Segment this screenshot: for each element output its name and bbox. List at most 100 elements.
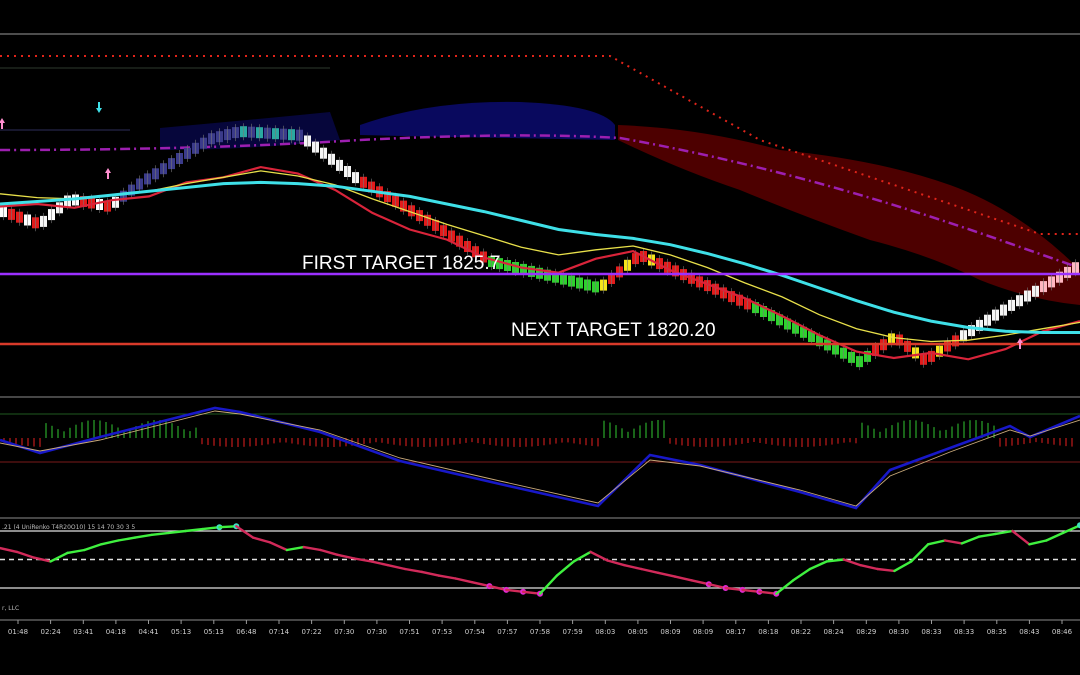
oscillator-segment xyxy=(150,531,171,536)
oscillator-segment xyxy=(437,574,457,580)
red-cloud xyxy=(618,125,1080,305)
dashdot-line xyxy=(0,134,1080,270)
oscillator-segment xyxy=(640,567,660,574)
oscillator-segment xyxy=(167,529,187,535)
oscillator-segment xyxy=(1045,531,1065,542)
oscillator-segment xyxy=(977,532,997,538)
oscillator-segment xyxy=(656,571,677,578)
oscillator-segment xyxy=(285,545,305,552)
x-tick-label: 08:29 xyxy=(856,628,876,636)
x-tick-label: 08:33 xyxy=(954,628,974,636)
oscillator-segment xyxy=(32,556,52,563)
oscillator-segment xyxy=(268,541,289,552)
oscillator-segment xyxy=(336,553,356,560)
x-tick-label: 07:58 xyxy=(530,628,550,636)
extreme-dot xyxy=(1077,522,1080,529)
oscillator-segment xyxy=(859,564,879,571)
x-tick-label: 07:30 xyxy=(334,628,354,636)
oscillator-segment xyxy=(775,579,795,595)
x-tick-label: 05:13 xyxy=(204,628,224,636)
x-tick-label: 05:13 xyxy=(171,628,191,636)
x-tick-label: 06:48 xyxy=(236,628,256,636)
x-tick-label: 07:59 xyxy=(563,628,583,636)
oscillator-segment xyxy=(842,558,862,567)
x-tick-label: 08:03 xyxy=(595,628,615,636)
oscillator-segment xyxy=(555,560,575,577)
x-tick-label: 08:46 xyxy=(1052,628,1073,636)
oscillator-segment xyxy=(572,550,592,563)
oscillator-segment xyxy=(943,539,964,545)
oscillator-segment xyxy=(623,564,643,571)
oscillator-panel xyxy=(0,522,1080,597)
oscillator-segment xyxy=(876,567,896,573)
x-tick-label: 07:57 xyxy=(497,628,517,636)
next-target-label: NEXT TARGET 1820.20 xyxy=(511,320,716,341)
x-tick-label: 07:54 xyxy=(465,628,486,636)
x-tick-label: 08:09 xyxy=(693,628,713,636)
footer-fragment: r, LLC xyxy=(2,605,19,612)
x-tick-label: 08:22 xyxy=(791,628,811,636)
x-tick-label: 07:14 xyxy=(269,628,290,636)
x-tick-label: 04:41 xyxy=(138,628,158,636)
oscillator-header: .21 (4 UniRenko T4R20O10) 15 14 70 30 3 … xyxy=(2,524,135,531)
oscillator-segment xyxy=(0,546,19,554)
blue-cloud xyxy=(360,101,615,140)
x-tick-label: 08:43 xyxy=(1019,628,1039,636)
first-target-label: FIRST TARGET 1825.7 xyxy=(302,253,500,274)
oscillator-segment xyxy=(791,567,812,582)
oscillator-segment xyxy=(1061,524,1080,535)
oscillator-segment xyxy=(589,550,609,562)
up-arrow-icon xyxy=(105,168,111,179)
oscillator-segment xyxy=(386,564,407,571)
macd-panel xyxy=(0,406,1080,510)
x-tick-label: 07:22 xyxy=(302,628,322,636)
oscillator-segment xyxy=(133,533,154,539)
oscillator-segment xyxy=(319,548,339,556)
oscillator-segment xyxy=(538,574,559,595)
oscillator-segment xyxy=(66,548,86,555)
moving-average-line xyxy=(0,180,1080,334)
x-tick-label: 08:30 xyxy=(889,628,909,636)
up-arrow-icon xyxy=(1017,338,1023,349)
x-tick-label: 08:33 xyxy=(921,628,941,636)
oscillator-segment xyxy=(116,536,137,542)
oscillator-segment xyxy=(606,559,626,567)
oscillator-segment xyxy=(235,525,255,539)
oscillator-segment xyxy=(49,551,69,563)
oscillator-segment xyxy=(910,543,930,563)
x-tick-label: 07:30 xyxy=(367,628,387,636)
oscillator-segment xyxy=(994,529,1014,536)
moving-average-lines xyxy=(0,165,1080,361)
oscillator-segment xyxy=(808,560,829,571)
x-tick-label: 07:51 xyxy=(399,628,419,636)
oscillator-segment xyxy=(454,577,474,584)
oscillator-segment xyxy=(83,543,103,552)
oscillator-segment xyxy=(184,527,204,533)
oscillator-segment xyxy=(302,545,322,552)
oscillator-segment xyxy=(1011,529,1031,546)
x-axis: 01:48 02:24 03:41 04:18 04:41 05:13 05:13 06:48… xyxy=(8,620,1073,636)
oscillator-segment xyxy=(673,575,694,582)
x-tick-label: 08:05 xyxy=(628,628,648,636)
x-tick-label: 08:09 xyxy=(660,628,680,636)
oscillator-segment xyxy=(403,567,424,574)
up-arrow-icon xyxy=(0,118,5,129)
oscillator-segment xyxy=(100,539,120,546)
signal-line xyxy=(0,410,1080,507)
x-tick-label: 08:17 xyxy=(726,628,746,636)
oscillator-segment xyxy=(1028,539,1048,546)
down-arrow-icon xyxy=(96,102,102,113)
x-tick-label: 04:18 xyxy=(106,628,126,636)
x-tick-label: 08:18 xyxy=(758,628,778,636)
oscillator-segment xyxy=(960,535,980,545)
moving-average-line xyxy=(0,170,1080,343)
oscillator-segment xyxy=(370,560,390,567)
dotted-resistance-line xyxy=(0,55,1080,235)
macd-line xyxy=(0,406,1080,510)
oscillator-segment xyxy=(893,560,913,573)
oscillator-segment xyxy=(926,539,947,546)
oscillator-segment xyxy=(420,570,440,577)
x-tick-label: 08:24 xyxy=(824,628,845,636)
x-tick-label: 02:24 xyxy=(41,628,62,636)
